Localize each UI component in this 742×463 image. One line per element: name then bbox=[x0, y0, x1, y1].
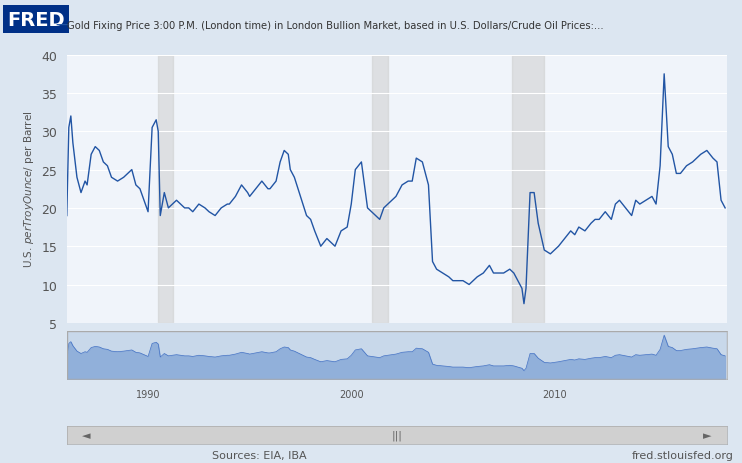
Text: FRED: FRED bbox=[7, 11, 65, 30]
Bar bbox=[512, 56, 545, 323]
Y-axis label: U.S. $ per Troy Ounce/$ per Barrel: U.S. $ per Troy Ounce/$ per Barrel bbox=[22, 111, 36, 268]
Text: ◄: ◄ bbox=[82, 430, 91, 440]
Text: fred.stlouisfed.org: fred.stlouisfed.org bbox=[631, 450, 734, 460]
Text: ►: ► bbox=[703, 430, 712, 440]
Text: Sources: EIA, IBA: Sources: EIA, IBA bbox=[212, 450, 307, 460]
Bar bbox=[158, 56, 174, 323]
Text: —: — bbox=[56, 19, 70, 32]
Bar bbox=[372, 56, 388, 323]
Text: Gold Fixing Price 3:00 P.M. (London time) in London Bullion Market, based in U.S: Gold Fixing Price 3:00 P.M. (London time… bbox=[67, 20, 603, 31]
Text: |||: ||| bbox=[392, 430, 402, 440]
